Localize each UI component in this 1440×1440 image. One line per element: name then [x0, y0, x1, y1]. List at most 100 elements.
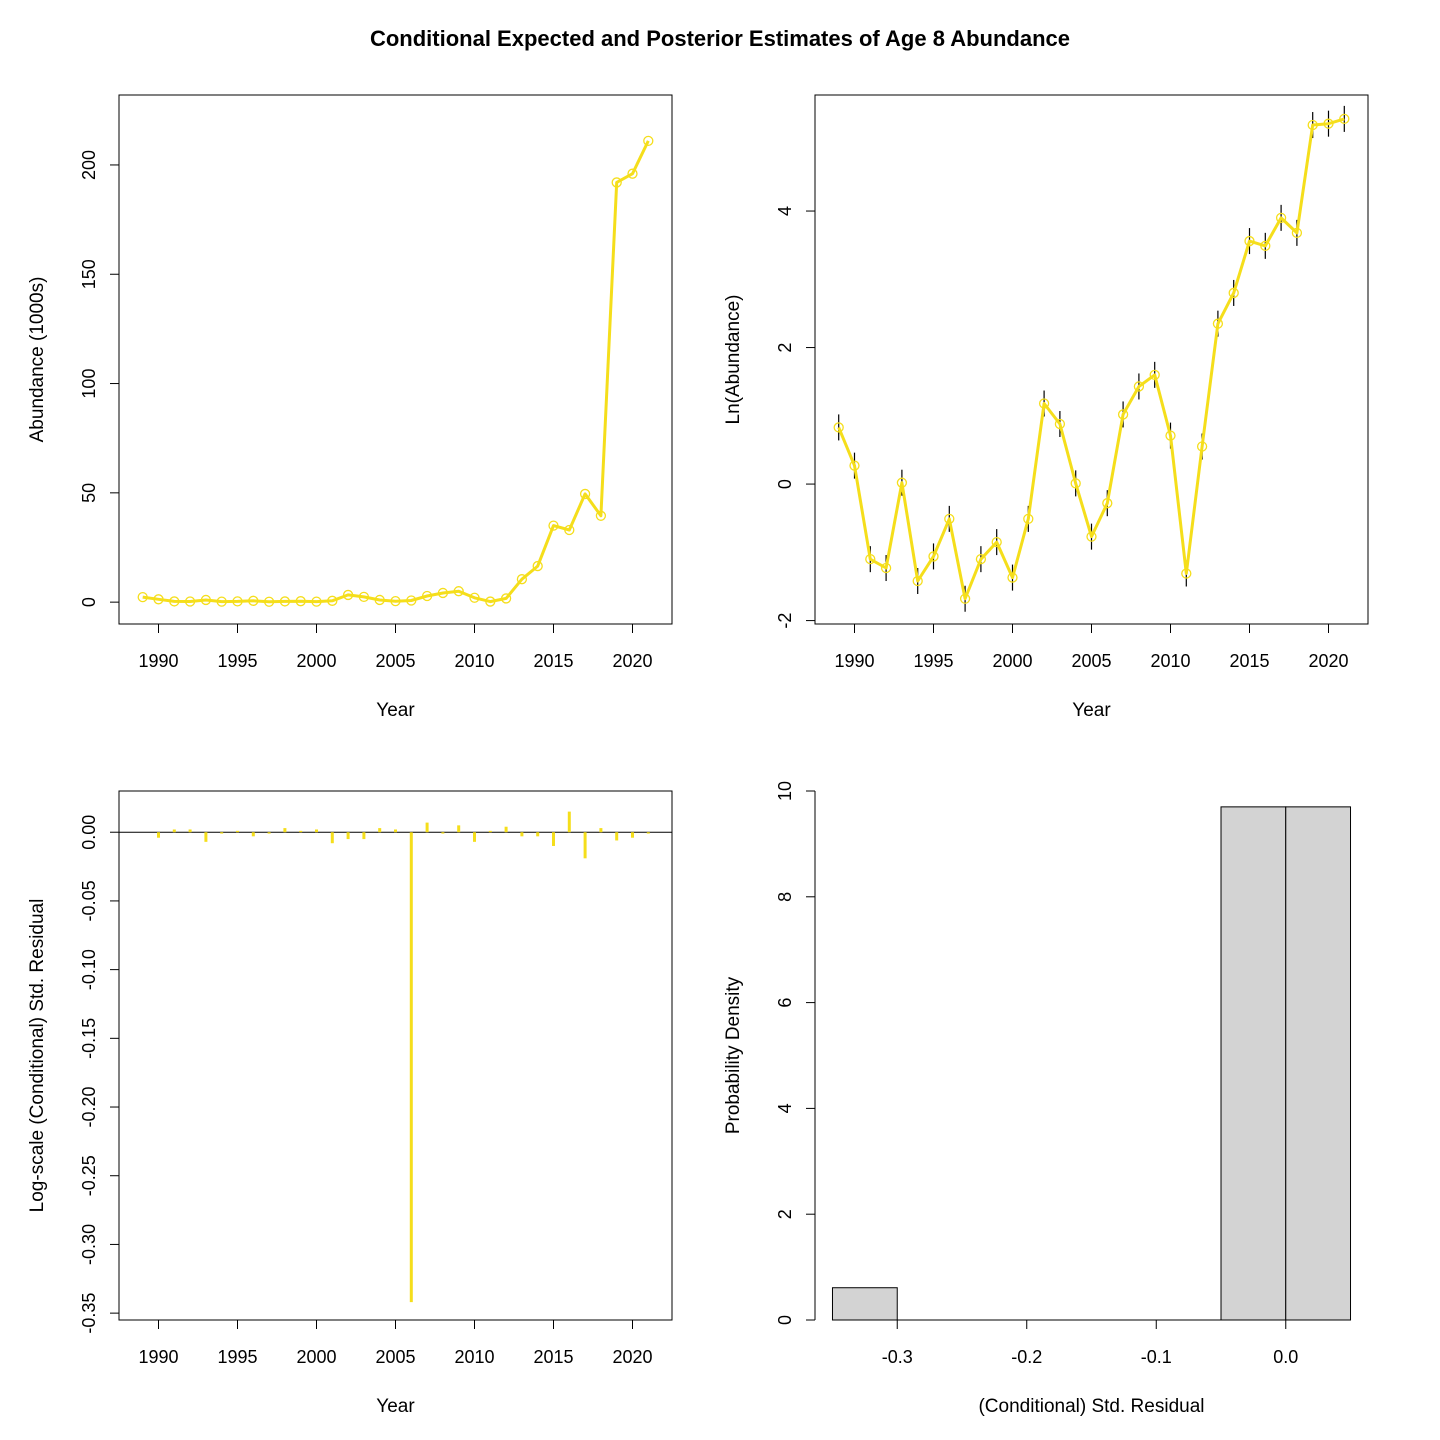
data-point [516, 574, 528, 585]
histogram-bar [1285, 806, 1352, 1321]
data-point [232, 596, 243, 607]
panel-top-left: 1990 1995 2000 2005 2010 2015 2020 0 50 100 150 200… [27, 94, 673, 721]
data-point [1102, 498, 1113, 509]
y-tick-label: -0.20 [79, 1087, 99, 1128]
y-tick-label: -0.25 [79, 1155, 99, 1196]
data-point [1291, 227, 1303, 239]
data-point [1165, 430, 1176, 441]
plot-frame [118, 94, 673, 625]
data-point [327, 595, 338, 606]
y-tick-label: -0.10 [79, 949, 99, 990]
data-point [358, 591, 370, 603]
y-axis-title: Probability Density [723, 976, 744, 1134]
data-point [1149, 369, 1160, 381]
data-point [643, 135, 654, 147]
x-tick-label: 1995 [217, 651, 257, 671]
data-point [595, 510, 607, 521]
x-tick-label: 2000 [296, 1347, 336, 1367]
y-tick-label: 10 [775, 781, 795, 801]
y-tick-label: 100 [79, 369, 99, 399]
data-point [453, 586, 464, 597]
figure-title: Conditional Expected and Posterior Estim… [369, 26, 1071, 51]
x-tick-label: 1990 [834, 651, 874, 671]
x-tick-label: 2020 [612, 1347, 652, 1367]
data-point [169, 596, 180, 607]
data-point [944, 513, 955, 525]
data-point [153, 594, 164, 605]
histogram-bar [1220, 806, 1287, 1321]
data-point [849, 460, 860, 471]
y-tick-label: -0.30 [79, 1224, 99, 1265]
y-tick-label: -0.15 [79, 1018, 99, 1059]
y-tick-label: 6 [775, 998, 795, 1008]
x-tick-label: 2010 [454, 1347, 494, 1367]
data-point [374, 594, 385, 606]
x-tick-label: 2005 [1071, 651, 1111, 671]
data-point [421, 590, 433, 602]
y-axis-title: Abundance (1000s) [27, 277, 48, 443]
x-tick-label: 2005 [375, 1347, 415, 1367]
y-tick-label: -0.05 [79, 880, 99, 921]
x-tick-label: 1995 [217, 1347, 257, 1367]
data-point [279, 596, 291, 607]
data-point [1181, 568, 1192, 579]
histogram-bar [831, 1287, 898, 1321]
y-tick-label: 0 [79, 597, 99, 607]
x-tick-label: -0.2 [1011, 1347, 1042, 1367]
data-point [564, 524, 575, 536]
data-point [611, 177, 622, 188]
data-point [1339, 113, 1350, 125]
y-tick-label: 150 [79, 259, 99, 289]
data-point [342, 589, 354, 601]
data-point [532, 560, 543, 572]
y-tick-label: 0.00 [79, 815, 99, 850]
data-point [184, 596, 196, 607]
data-point [1133, 381, 1145, 392]
x-tick-label: -0.3 [882, 1347, 913, 1367]
data-point [200, 594, 212, 606]
x-tick-label: 1990 [138, 1347, 178, 1367]
data-point [1228, 287, 1239, 299]
data-point [500, 593, 512, 604]
y-tick-label: 2 [775, 1209, 795, 1219]
data-point [627, 168, 638, 179]
data-point [1307, 119, 1318, 131]
data-point [1038, 398, 1050, 409]
y-tick-label: 50 [79, 483, 99, 503]
x-tick-label: 2005 [375, 651, 415, 671]
x-axis-title: Year [376, 700, 415, 721]
data-point [437, 587, 449, 599]
series-line [837, 117, 1345, 601]
y-tick-label: 200 [79, 150, 99, 180]
data-point [548, 520, 559, 531]
x-tick-label: 2010 [1150, 651, 1190, 671]
x-axis-title: (Conditional) Std. Residual [978, 1396, 1204, 1417]
y-tick-label: 0 [775, 479, 795, 489]
data-point [1323, 118, 1334, 129]
data-point [311, 596, 322, 607]
y-tick-label: -2 [775, 613, 795, 629]
x-tick-label: 2015 [533, 651, 573, 671]
data-point [1086, 531, 1097, 542]
data-point [1070, 478, 1081, 489]
data-point [1023, 513, 1034, 525]
panel-bottom-left: 1990 1995 2000 2005 2010 2015 2020 0.00 -0.05 -0.… [27, 790, 673, 1417]
data-point [390, 596, 401, 607]
x-axis-title: Year [376, 1396, 415, 1417]
data-point [1117, 409, 1129, 420]
data-point [485, 596, 496, 607]
data-point [248, 595, 259, 606]
y-axis-title: Log-scale (Conditional) Std. Residual [27, 899, 48, 1213]
data-point [469, 592, 480, 603]
panel-bottom-right: -0.3 -0.2 -0.1 0.0 0 2 4 6 8 10 (Conditional) Std.… [723, 781, 1352, 1417]
data-point [1244, 235, 1255, 247]
x-tick-label: 2015 [533, 1347, 573, 1367]
plot-frame [118, 790, 673, 1321]
x-tick-label: 1990 [138, 651, 178, 671]
y-tick-label: 8 [775, 892, 795, 902]
x-tick-label: -0.1 [1141, 1347, 1172, 1367]
y-tick-label: 4 [775, 206, 795, 216]
x-tick-label: 2020 [1308, 651, 1348, 671]
